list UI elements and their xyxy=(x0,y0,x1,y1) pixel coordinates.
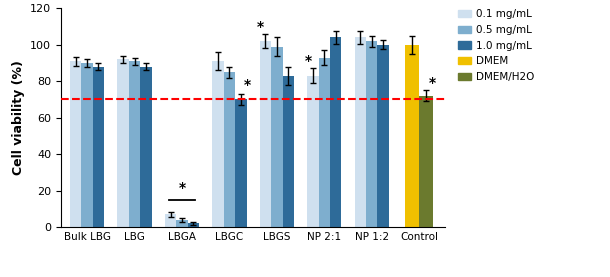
Bar xyxy=(140,67,152,227)
Bar xyxy=(307,76,318,227)
Text: *: * xyxy=(428,76,436,90)
Bar xyxy=(188,224,199,227)
Text: *: * xyxy=(178,181,185,195)
Bar xyxy=(129,61,140,227)
Bar xyxy=(354,37,366,227)
Text: *: * xyxy=(243,78,251,92)
Bar xyxy=(165,214,176,227)
Bar xyxy=(235,99,246,227)
Bar xyxy=(70,61,81,227)
Bar xyxy=(260,41,271,227)
Bar xyxy=(405,45,419,227)
Bar xyxy=(176,220,188,227)
Bar xyxy=(271,47,282,227)
Bar xyxy=(93,67,104,227)
Text: *: * xyxy=(304,55,312,68)
Bar xyxy=(378,45,389,227)
Bar xyxy=(282,76,294,227)
Bar xyxy=(366,41,378,227)
Bar xyxy=(118,59,129,227)
Bar xyxy=(330,37,342,227)
Bar xyxy=(212,61,224,227)
Y-axis label: Cell viability (%): Cell viability (%) xyxy=(12,60,24,175)
Legend: 0.1 mg/mL, 0.5 mg/mL, 1.0 mg/mL, DMEM, DMEM/H2O: 0.1 mg/mL, 0.5 mg/mL, 1.0 mg/mL, DMEM, D… xyxy=(458,9,534,82)
Bar xyxy=(224,72,235,227)
Bar xyxy=(318,58,330,227)
Text: *: * xyxy=(257,20,264,34)
Bar xyxy=(419,96,434,227)
Bar xyxy=(81,63,93,227)
